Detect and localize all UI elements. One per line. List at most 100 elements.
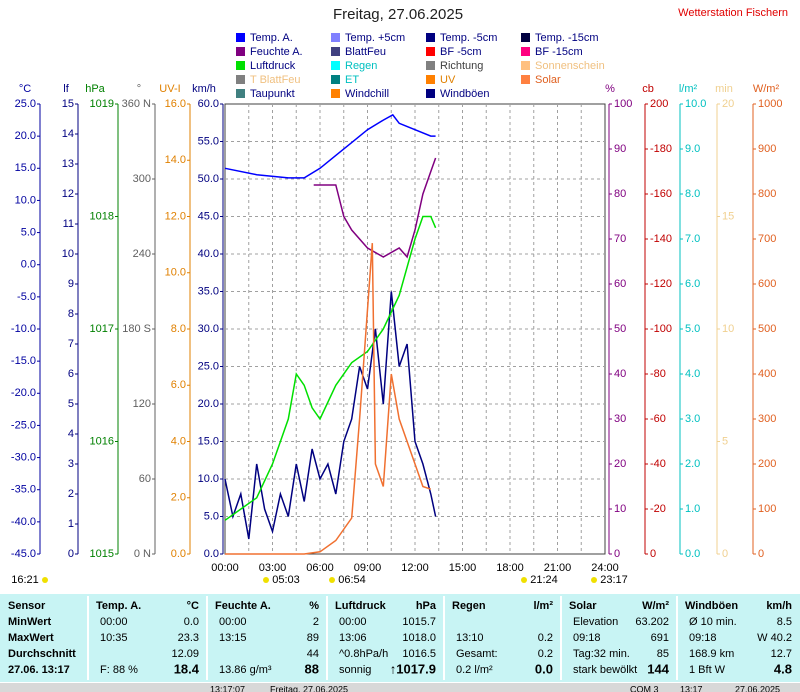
- table-header-unit: %: [309, 600, 319, 612]
- table-cell: 10:35: [100, 632, 128, 644]
- axis-tick-label: 13: [62, 158, 74, 170]
- table-value: 63.202: [635, 616, 669, 628]
- legend-label: Solar: [535, 74, 561, 86]
- table-header: Solar: [569, 600, 597, 612]
- axis-tick-label: 15: [62, 98, 74, 110]
- axis-tick-label: 1015: [90, 548, 114, 560]
- x-tick-label: 15:00: [449, 562, 477, 574]
- axis-tick-label: 35.0: [198, 285, 219, 297]
- axis-tick-label: 120: [133, 398, 151, 410]
- axis-tick-label: 50: [614, 323, 626, 335]
- legend-swatch: [331, 89, 340, 98]
- axis-unit: %: [605, 83, 615, 95]
- table-cell: 09:18: [689, 632, 717, 644]
- table-cell: Tag:32 min.: [573, 648, 630, 660]
- legend-label: Luftdruck: [250, 60, 296, 72]
- x-tick-label: 18:00: [496, 562, 524, 574]
- axis-tick-label: 15.0: [198, 435, 219, 447]
- x-tick-label: 24:00: [591, 562, 619, 574]
- axis-tick-label: 1000: [758, 98, 782, 110]
- axis-tick-label: -80: [650, 368, 666, 380]
- sun-marker: [263, 577, 269, 583]
- axis-tick-label: 11: [63, 218, 74, 230]
- legend-label: Sonnenschein: [535, 60, 605, 72]
- axis-tick-label: 300: [133, 173, 151, 185]
- table-header: Regen: [452, 600, 486, 612]
- status-text: 13:17:07: [210, 684, 245, 692]
- legend-label: Windchill: [345, 88, 389, 100]
- axis-tick-label: 60.0: [198, 98, 219, 110]
- status-bar: [0, 683, 800, 692]
- axis-tick-label: 1016: [90, 435, 114, 447]
- table-header: Feuchte A.: [215, 600, 271, 612]
- axis-tick-label: 0.0: [171, 548, 186, 560]
- axis-tick-label: -180: [650, 143, 672, 155]
- axis-tick-label: 6.0: [171, 379, 186, 391]
- legend-label: Temp. -15cm: [535, 32, 599, 44]
- axis-tick-label: 16.0: [165, 98, 186, 110]
- axis-tick-label: 2: [68, 488, 74, 500]
- axis-tick-label: 1: [68, 518, 74, 530]
- sun-time: 06:54: [338, 574, 366, 586]
- table-cell: Gesamt:: [456, 648, 498, 660]
- axis-tick-label: 1018: [90, 210, 114, 222]
- axis-tick-label: 8.0: [171, 323, 186, 335]
- legend-swatch: [426, 61, 435, 70]
- axis-tick-label: 20: [722, 98, 734, 110]
- legend-swatch: [521, 75, 530, 84]
- x-tick-label: 06:00: [306, 562, 334, 574]
- axis-tick-label: 20: [614, 458, 626, 470]
- title: Freitag, 27.06.2025: [333, 6, 463, 23]
- axis-unit: hPa: [85, 83, 105, 95]
- x-tick-label: 12:00: [401, 562, 429, 574]
- axis-tick-label: 0 N: [134, 548, 151, 560]
- table-value: 12.09: [171, 648, 199, 660]
- axis-tick-label: -60: [650, 413, 666, 425]
- table-header: Windböen: [685, 600, 738, 612]
- table-cell: 13.86 g/m³: [219, 664, 272, 676]
- axis-tick-label: 0: [722, 548, 728, 560]
- axis-tick-label: 500: [758, 323, 776, 335]
- axis-tick-label: 30: [614, 413, 626, 425]
- axis-tick-label: 0: [614, 548, 620, 560]
- legend-swatch: [331, 33, 340, 42]
- legend-label: Temp. +5cm: [345, 32, 405, 44]
- axis-tick-label: 360 N: [122, 98, 151, 110]
- axis-tick-label: 14: [62, 128, 74, 140]
- table-header-unit: l/m²: [533, 600, 553, 612]
- axis-tick-label: 10: [614, 503, 626, 515]
- axis-tick-label: -30.0: [11, 451, 36, 463]
- table-header-unit: km/h: [766, 600, 792, 612]
- axis-tick-label: 14.0: [165, 154, 186, 166]
- axis-tick-label: 0.0: [21, 259, 36, 271]
- x-tick-label: 00:00: [211, 562, 239, 574]
- table-header-unit: W/m²: [642, 600, 669, 612]
- axis-tick-label: 50.0: [198, 173, 219, 185]
- table-value: 12.7: [771, 648, 792, 660]
- table-value: 4.8: [774, 661, 792, 676]
- axis-tick-label: 2.0: [685, 458, 700, 470]
- legend-swatch: [236, 61, 245, 70]
- axis-unit: UV-I: [159, 83, 180, 95]
- series-line: [225, 243, 432, 555]
- axis-unit: W/m²: [753, 83, 780, 95]
- axis-tick-label: -5.0: [17, 291, 36, 303]
- station-name: Wetterstation Fischern: [678, 7, 788, 19]
- table-cell: 13:06: [339, 632, 367, 644]
- sun-marker: [329, 577, 335, 583]
- legend-label: Temp. A.: [250, 32, 293, 44]
- table-value: 44: [307, 648, 319, 660]
- sun-time: 21:24: [530, 574, 558, 586]
- axis-tick-label: 55.0: [198, 135, 219, 147]
- table-cell: 168.9 km: [689, 648, 734, 660]
- axis-tick-label: 0: [758, 548, 764, 560]
- axis-tick-label: 4.0: [171, 435, 186, 447]
- axis-tick-label: 700: [758, 233, 776, 245]
- axis-tick-label: 5.0: [685, 323, 700, 335]
- legend-swatch: [236, 75, 245, 84]
- sun-time: 05:03: [272, 574, 300, 586]
- legend-swatch: [426, 47, 435, 56]
- axis-tick-label: 600: [758, 278, 776, 290]
- table-cell: 13:15: [219, 632, 247, 644]
